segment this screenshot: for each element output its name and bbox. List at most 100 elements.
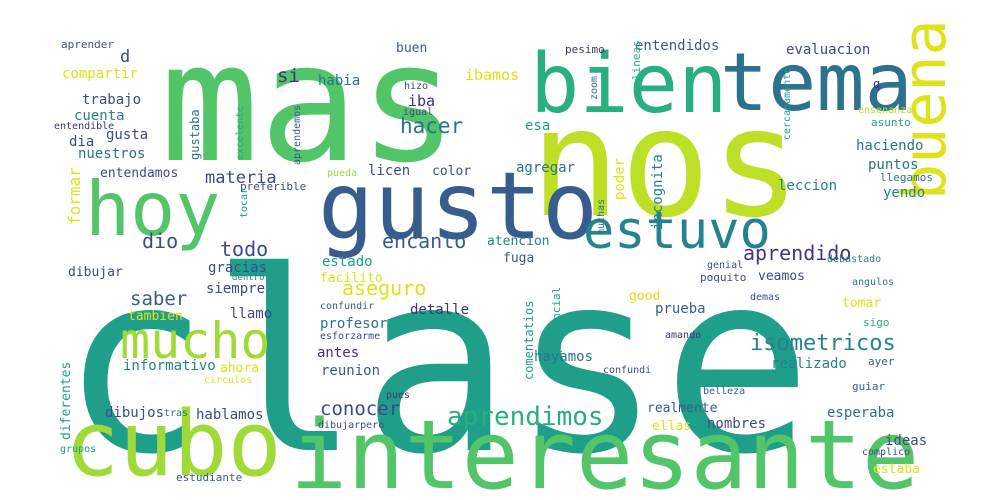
word-fuga: fuga — [503, 251, 534, 266]
word-debastado: debastado — [827, 254, 881, 265]
word-gracias: gracias — [208, 260, 267, 276]
word-hacer: hacer — [400, 114, 463, 138]
word-bien: bien — [530, 37, 727, 132]
word-confundir: confundir — [320, 301, 374, 312]
word-habia: habia — [318, 73, 360, 89]
word-dibujarpero: dibujarpero — [318, 420, 384, 431]
word-poder: poder — [612, 158, 628, 200]
word-llamo: llamo — [230, 306, 272, 322]
word-compartir: compartir — [62, 66, 138, 82]
word-dio: dio — [142, 229, 178, 253]
word-conocer: conocer — [320, 398, 400, 420]
word-sigo: sigo — [863, 316, 890, 329]
word-haciendo: haciendo — [856, 138, 923, 154]
word-muchas: muchas — [596, 199, 607, 235]
word-esforzarme: esforzarme — [320, 331, 380, 342]
word-pues: pues — [386, 390, 410, 401]
word-cercanamente: cercanamente — [782, 68, 793, 140]
word-igual: igual — [403, 107, 433, 118]
word-genial: genial — [707, 260, 743, 271]
word-ensenanza: ensenanza — [858, 105, 912, 116]
word-asunto: asunto — [871, 116, 911, 129]
word-complico: complico — [862, 447, 910, 458]
word-presencial: presencial — [550, 287, 563, 353]
word-belleza: belleza — [703, 386, 745, 397]
word-excelente: excelente — [235, 106, 246, 160]
word-dentro: dentro — [232, 273, 265, 283]
word-cuenta: cuenta — [74, 108, 125, 124]
word-aseguro: aseguro — [342, 276, 426, 300]
word-esperaba: esperaba — [827, 405, 894, 421]
word-aprender: aprender — [61, 38, 114, 51]
word-interesante: interesante — [290, 401, 919, 500]
word-si: si — [277, 65, 300, 87]
word-mucho: mucho — [120, 312, 271, 370]
word-saber: saber — [130, 288, 187, 310]
word-leccion: leccion — [778, 178, 837, 194]
word-zoom: zoom — [589, 76, 600, 100]
word-informativo: informativo — [123, 358, 216, 374]
word-llegamos: llegamos — [880, 171, 933, 184]
word-va: va — [614, 413, 625, 425]
word-amando: amando — [665, 330, 701, 341]
word-antes: antes — [317, 345, 359, 361]
word-hoy: hoy — [85, 165, 220, 253]
word-hizo: hizo — [404, 81, 428, 92]
word-nombres: nombres — [707, 416, 766, 432]
word-ahora: ahora — [220, 361, 259, 376]
word-dia: dia — [69, 134, 94, 150]
word-dibujos: dibujos — [105, 405, 164, 421]
word-pueda: pueda — [327, 168, 357, 179]
word-entendidos: entendidos — [635, 38, 719, 54]
word-demas: demas — [750, 292, 780, 303]
word-hablamos: hablamos — [196, 407, 263, 423]
word-estado: estado — [322, 254, 373, 270]
word-buena: buena — [890, 19, 960, 200]
word-incognita: incognita — [650, 154, 666, 230]
word-hayamos: hayamos — [534, 349, 593, 365]
word-profesor: profesor — [320, 316, 387, 332]
word-tras: tras — [164, 408, 188, 419]
word-ayer: ayer — [868, 355, 895, 368]
word-realmente: realmente — [647, 401, 718, 416]
word-preferible: preferible — [240, 180, 306, 193]
word-angulos: angulos — [852, 277, 894, 288]
word-confundi: confundi — [603, 365, 651, 376]
word-todo: todo — [220, 237, 268, 261]
word-mas: mas — [160, 7, 458, 199]
word-ibamos: ibamos — [465, 66, 519, 84]
word-estudiante: estudiante — [176, 471, 242, 484]
word-gusta: gusta — [106, 127, 148, 143]
word-comentatios: comentatios — [522, 301, 536, 380]
word-lineas: lineas — [630, 40, 643, 80]
word-grupos: grupos — [60, 444, 96, 455]
word-isometricos: isometricos — [750, 331, 896, 356]
word-buen: buen — [396, 41, 427, 56]
word-licen: licen — [368, 163, 410, 179]
word-gustaba: gustaba — [188, 109, 202, 160]
word-realizado: realizado — [771, 356, 847, 372]
word-tocar: tocar — [239, 188, 250, 218]
word-aprendimos: aprendimos — [447, 402, 604, 432]
word-prueba: prueba — [655, 301, 706, 317]
word-good: good — [629, 289, 660, 304]
word-color: color — [432, 164, 471, 179]
word-nuestros: nuestros — [78, 146, 145, 162]
word-pesimo: pesimo — [565, 43, 605, 56]
word-poquito: poquito — [700, 271, 746, 284]
word-facilito: facilito — [320, 271, 383, 286]
word-estuvo: estuvo — [583, 201, 771, 261]
word-siempre: siempre — [206, 281, 265, 297]
word-encanto: encanto — [382, 229, 466, 253]
word-guiar: guiar — [852, 380, 885, 393]
word-esa: esa — [525, 118, 550, 134]
word-cubo: cubo — [65, 392, 282, 497]
word-tomar: tomar — [842, 296, 881, 311]
word-aprendemos: aprendemos — [292, 105, 303, 165]
word-entendamos: entendamos — [100, 166, 178, 181]
word-detalle: detalle — [410, 302, 469, 318]
word-ellas: ellas — [652, 419, 691, 434]
word-tema: tema — [720, 36, 913, 129]
word-tambien: tambien — [128, 309, 183, 324]
